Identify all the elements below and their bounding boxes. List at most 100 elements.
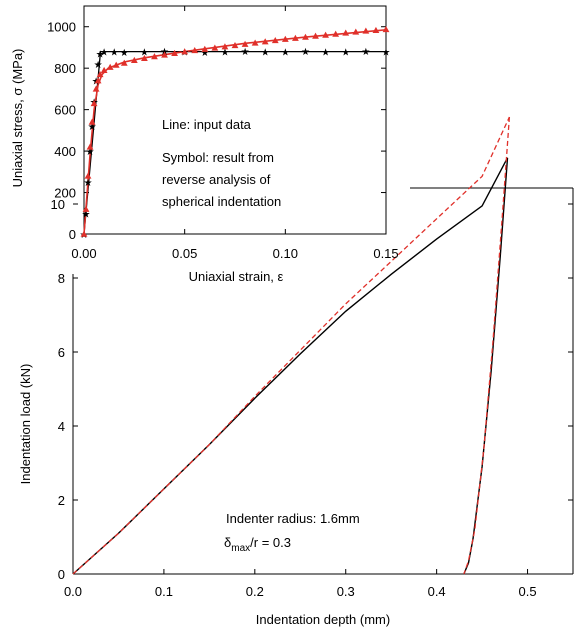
main-x-tick-label: 0.5 <box>519 584 537 599</box>
inset-star-point: ★ <box>200 48 209 59</box>
inset-y-tick-label: 800 <box>54 61 76 76</box>
inset-triangle-point <box>302 33 309 40</box>
inset-triangle-point <box>231 41 239 49</box>
main-y-tick-label: 4 <box>58 419 65 434</box>
inset-triangle-point <box>96 71 104 78</box>
inset-x-tick-label: 0.10 <box>273 246 298 261</box>
inset-x-tick-label: 0.05 <box>172 246 197 261</box>
inset-triangle-point <box>372 26 380 33</box>
inset-input-black-line <box>83 50 386 235</box>
inset-triangle-point <box>312 32 319 39</box>
inset-star-point: ★ <box>220 48 229 59</box>
inset-annotation-line2: Symbol: result from <box>162 150 274 165</box>
inset-annotation-line4: spherical indentation <box>162 194 281 209</box>
inset-star-point: ★ <box>140 48 149 59</box>
main-x-tick-label: 0.4 <box>428 584 446 599</box>
inset-triangle-point <box>181 48 189 55</box>
inset-triangle-point <box>112 61 120 68</box>
inset-x-tick-label: 0.00 <box>71 246 96 261</box>
inset-y-tick-label: 200 <box>54 186 76 201</box>
ratio-rest: /r = 0.3 <box>250 535 291 550</box>
inset-triangle-point <box>84 172 92 179</box>
inset-star-point: ★ <box>110 48 119 59</box>
inset-triangle-point <box>211 44 219 51</box>
inset-ticks: 0.00 0.05 0.10 0.15 0 200 400 600 800 1000 <box>47 6 399 261</box>
main-series <box>72 116 511 575</box>
inset-triangle-point <box>130 56 138 64</box>
inset-star-point: ★ <box>321 48 330 59</box>
main-x-tick-label: 0.1 <box>155 584 173 599</box>
inset-star-point: ★ <box>382 48 391 59</box>
inset-triangle-point <box>161 51 168 58</box>
inset-triangle-point <box>191 46 199 54</box>
inset-star-point: ★ <box>120 48 129 59</box>
inset-y-tick-label: 600 <box>54 103 76 118</box>
inset-triangle-point <box>106 63 114 70</box>
inset-annotation-line1: Line: input data <box>162 117 252 132</box>
inset-y-tick-label: 400 <box>54 144 76 159</box>
main-x-axis-label: Indentation depth (mm) <box>256 612 390 627</box>
main-series-0-unloading <box>463 157 509 575</box>
main-y-tick-label: 10 <box>51 197 65 212</box>
inset-triangle-point <box>94 77 102 84</box>
inset-triangle-point <box>86 143 94 150</box>
main-x-tick-label: 0.3 <box>337 584 355 599</box>
main-y-tick-label: 0 <box>58 567 65 582</box>
inset-star-point: ★ <box>361 47 370 58</box>
inset-annotation-line3: reverse analysis of <box>162 172 271 187</box>
inset-triangle-point <box>100 66 108 73</box>
inset-star-point: ★ <box>84 178 93 189</box>
main-annotation-ratio: δmax/r = 0.3 <box>224 535 291 554</box>
inset-star-point: ★ <box>281 48 290 59</box>
main-x-tick-label: 0.0 <box>64 584 82 599</box>
main-y-tick-label: 2 <box>58 493 65 508</box>
inset-triangle-point <box>221 43 229 50</box>
inset-x-axis-label: Uniaxial strain, ε <box>189 269 284 284</box>
inset-triangle-point <box>141 54 148 61</box>
main-series-0-loading <box>72 157 509 575</box>
inset-star-point: ★ <box>86 147 95 158</box>
main-series-1-loading <box>72 116 510 575</box>
main-x-tick-label: 0.2 <box>246 584 264 599</box>
delta-subscript: max <box>231 543 250 554</box>
inset-triangle-point <box>92 85 100 92</box>
inset-triangle-point <box>271 37 279 44</box>
inset-star-point: ★ <box>94 60 103 71</box>
inset-triangle-point <box>82 205 90 212</box>
inset-star-point: ★ <box>261 48 270 59</box>
inset-triangle-point <box>332 30 340 37</box>
inset-triangle-point <box>201 45 209 52</box>
inset-triangle-point <box>382 26 390 33</box>
inset-star-point: ★ <box>82 209 91 220</box>
inset-star-point: ★ <box>100 48 109 59</box>
inset-triangle-point <box>292 34 299 41</box>
inset-triangle-point <box>151 53 158 60</box>
main-series-1-unloading <box>463 116 511 575</box>
inset-star-point: ★ <box>241 47 250 58</box>
main-ticks: 0.0 0.1 0.2 0.3 0.4 0.5 0 2 4 6 8 10 <box>51 197 573 599</box>
inset-y-tick-label: 1000 <box>47 20 76 35</box>
inset-star-point: ★ <box>96 50 105 61</box>
inset-triangle-point <box>171 49 178 56</box>
inset-triangle-point <box>352 28 360 35</box>
inset-triangle-point <box>88 118 96 125</box>
inset-x-tick-label: 0.15 <box>373 246 398 261</box>
main-y-tick-label: 8 <box>58 271 65 286</box>
inset-y-tick-label: 0 <box>69 227 76 242</box>
inset-triangle-point <box>241 40 249 47</box>
inset-triangle-point <box>120 59 128 66</box>
delta-symbol: δ <box>224 535 231 550</box>
inset-triangle-point <box>322 31 329 38</box>
inset-star-point: ★ <box>341 48 350 59</box>
inset-triangle-point <box>362 27 370 34</box>
inset-star-point: ★ <box>88 122 97 133</box>
inset-star-point: ★ <box>301 47 310 58</box>
main-y-axis-label: Indentation load (kN) <box>18 364 33 485</box>
inset-y-axis-label: Uniaxial stress, σ (MPa) <box>10 49 25 188</box>
inset-triangle-point <box>251 39 259 46</box>
inset-triangle-point <box>90 100 98 107</box>
inset-triangle-point <box>342 29 350 36</box>
inset-triangle-point <box>281 35 289 42</box>
main-y-tick-label: 6 <box>58 345 65 360</box>
